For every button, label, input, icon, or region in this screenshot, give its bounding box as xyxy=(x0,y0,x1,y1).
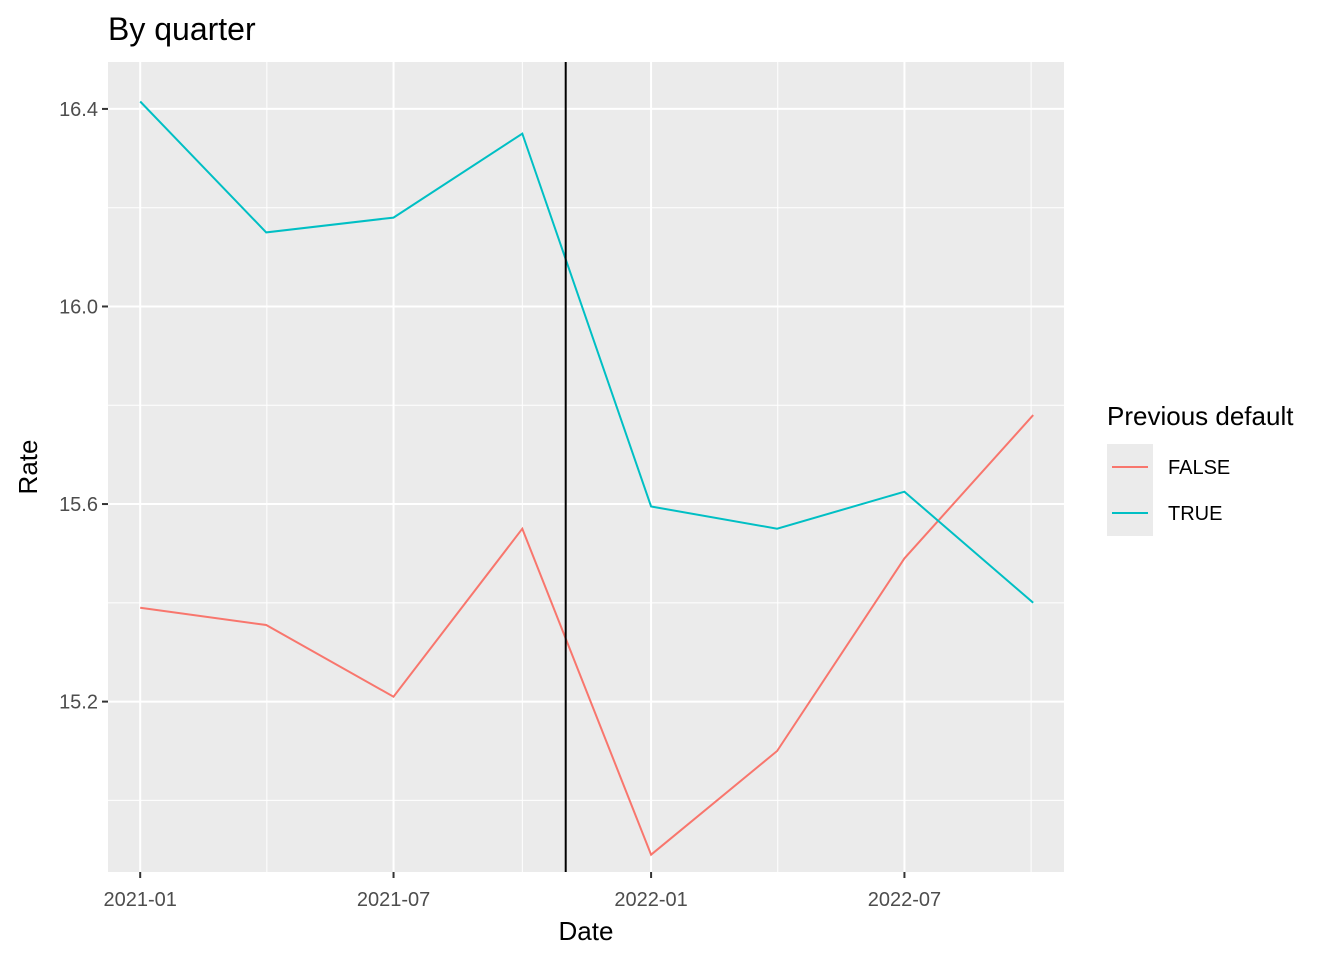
y-tick-label: 15.6 xyxy=(59,494,98,516)
y-tick-label: 16.4 xyxy=(59,99,98,121)
x-tick-label: 2022-07 xyxy=(868,889,941,911)
legend-label-false: FALSE xyxy=(1168,457,1230,479)
x-axis-title: Date xyxy=(559,916,614,946)
legend-title: Previous default xyxy=(1107,401,1294,431)
plot-panel xyxy=(108,62,1064,872)
series-layer xyxy=(139,100,1034,857)
series-line-false xyxy=(140,414,1034,857)
series-line-true xyxy=(139,100,1034,604)
legend-label-true: TRUE xyxy=(1168,503,1222,525)
legend: Previous default FALSE TRUE xyxy=(1107,401,1294,536)
chart-title: By quarter xyxy=(108,11,256,47)
axis-ticks: 15.2 15.6 16.0 16.4 2021-01 2021-07 2022-01 202… xyxy=(59,99,941,911)
grid-lines xyxy=(108,62,1064,872)
y-tick-label: 15.2 xyxy=(59,692,98,714)
y-axis-title: Rate xyxy=(13,440,43,495)
x-tick-label: 2021-01 xyxy=(103,889,176,911)
y-tick-label: 16.0 xyxy=(59,296,98,318)
x-tick-label: 2022-01 xyxy=(614,889,687,911)
x-tick-label: 2021-07 xyxy=(357,889,430,911)
